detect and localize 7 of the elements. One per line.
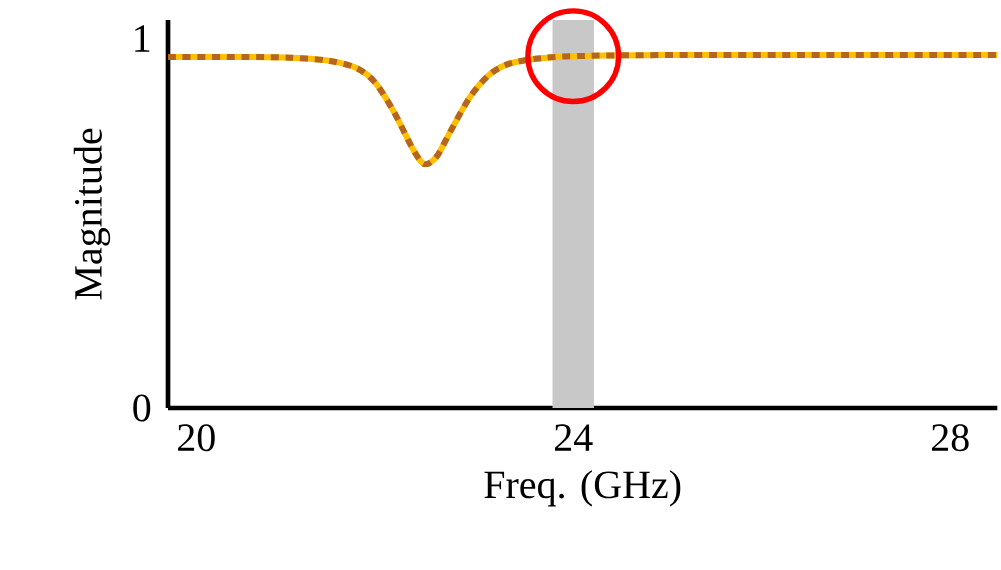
y-tick-label: 1 bbox=[135, 25, 150, 52]
x-tick-label: 24 bbox=[555, 424, 593, 451]
x-axis-title: Freq. (GHz) bbox=[484, 470, 681, 507]
y-axis-title: Magnitude bbox=[73, 128, 111, 300]
y-tick-label: 0 bbox=[133, 394, 151, 422]
x-tick-label: 28 bbox=[931, 424, 969, 452]
x-tick-label: 20 bbox=[178, 424, 215, 452]
